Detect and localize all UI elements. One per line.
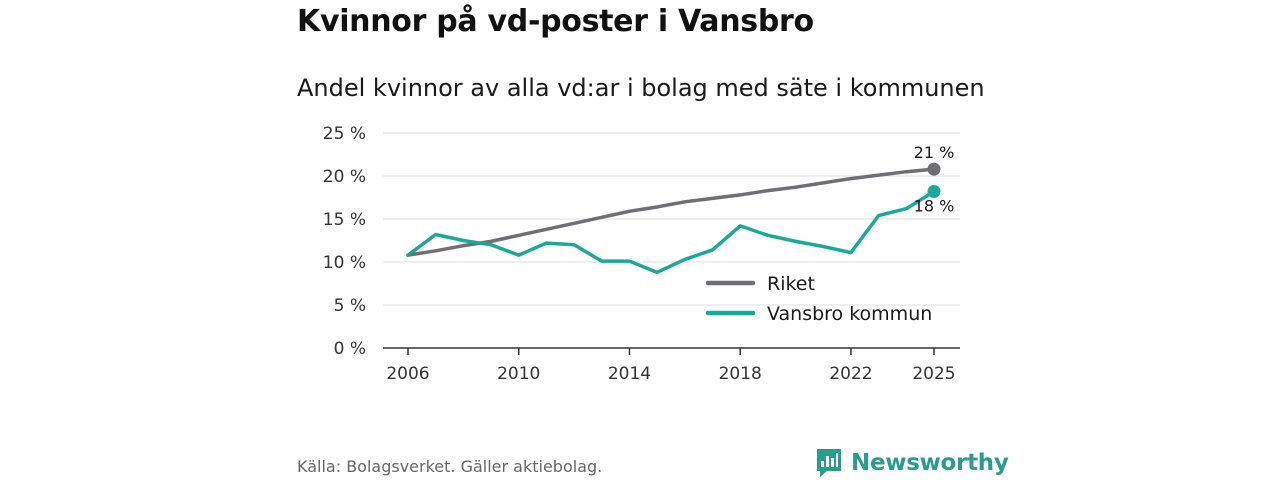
legend-label-vansbro-kommun: Vansbro kommun [767,303,932,325]
end-label-riket: 21 % [914,143,955,162]
line-chart: 2006 2010 2014 2018 2022 2025 0 % 5 % 10 % 15 % 2… [323,124,960,384]
x-tick-label: 2006 [386,364,429,384]
x-tick-label: 2022 [829,364,872,384]
series-line-riket [406,167,936,257]
brand-name: Newsworthy [851,450,1009,476]
legend: Riket Vansbro kommun [705,273,932,325]
y-tick-label: 20 % [323,167,366,187]
x-tick-label: 2010 [497,364,540,384]
x-tick-label: 2018 [719,364,762,384]
y-tick-label: 0 % [334,339,366,359]
x-tick-label: 2025 [912,364,955,384]
y-tick-label: 15 % [323,210,366,230]
y-tick-label: 5 % [334,296,366,316]
y-tick-label: 25 % [323,124,366,144]
y-axis: 0 % 5 % 10 % 15 % 20 % 25 % [323,124,366,359]
end-marker-vansbro-kommun [927,184,941,198]
x-tick-label: 2014 [608,364,651,384]
series-line-vansbro-kommun [406,189,936,275]
brand-logo: Newsworthy [815,447,1009,479]
chart-title: Kvinnor på vd-poster i Vansbro [297,4,814,39]
end-label-vansbro-kommun: 18 % [914,196,955,215]
grid-lines [383,132,960,306]
source-note: Källa: Bolagsverket. Gäller aktiebolag. [297,457,603,476]
newsworthy-logo-icon [817,449,841,477]
x-axis: 2006 2010 2014 2018 2022 2025 [383,347,960,384]
y-tick-label: 10 % [323,253,366,273]
legend-label-riket: Riket [767,273,815,295]
end-marker-riket [927,162,941,176]
series-lines: 21 % 18 % [406,143,955,275]
chart-subtitle: Andel kvinnor av alla vd:ar i bolag med … [297,74,985,102]
